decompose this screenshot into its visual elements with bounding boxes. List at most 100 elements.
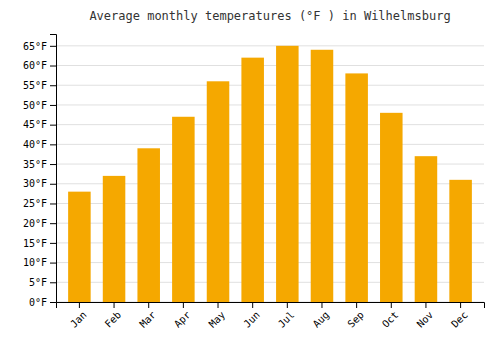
tick-mark: [50, 66, 56, 67]
tick-mark: [287, 302, 288, 308]
tick-mark: [218, 302, 219, 308]
tick-mark: [391, 302, 392, 308]
tick-label: Jun: [241, 309, 262, 330]
bar: [241, 58, 264, 302]
tick: 30°F: [23, 178, 56, 189]
tick-mark: [50, 105, 56, 106]
tick-label: Jan: [68, 309, 89, 330]
tick-label: May: [207, 309, 228, 330]
tick-label: 30°F: [23, 178, 47, 189]
tick-mark: [50, 243, 56, 244]
tick-mark: [50, 223, 56, 224]
tick-mark: [50, 125, 56, 126]
tick-mark: [321, 302, 322, 308]
tick-label: 0°F: [29, 297, 47, 308]
tick: Jul: [276, 302, 297, 330]
tick-label: Mar: [137, 309, 158, 330]
tick: 40°F: [23, 139, 56, 150]
grid-line: [56, 144, 484, 145]
tick-label: 15°F: [23, 238, 47, 249]
tick-label: Apr: [172, 309, 193, 330]
tick-mark: [148, 302, 149, 308]
tick: Oct: [380, 302, 401, 330]
tick: 45°F: [23, 119, 56, 130]
grid-line: [56, 104, 484, 105]
bar: [449, 180, 472, 302]
tick: Mar: [137, 302, 158, 330]
bar: [380, 113, 403, 302]
tick-label: 10°F: [23, 257, 47, 268]
tick: Feb: [103, 302, 124, 330]
tick: Apr: [172, 302, 193, 330]
tick-mark: [50, 164, 56, 165]
tick-mark: [50, 184, 56, 185]
tick-mark: [50, 263, 56, 264]
tick: Dec: [449, 302, 470, 330]
bar: [311, 50, 334, 302]
tick: 65°F: [23, 41, 56, 52]
tick-mark: [356, 302, 357, 308]
tick: Aug: [311, 302, 332, 330]
tick-label: Sep: [345, 309, 366, 330]
tick: Nov: [415, 302, 436, 330]
tick-label: Nov: [415, 309, 436, 330]
bar: [345, 73, 368, 302]
bars: [68, 46, 472, 302]
tick: 25°F: [23, 198, 56, 209]
bar: [207, 81, 230, 302]
x-axis: Jan Feb Mar Apr May Jun Jul Aug Sep Oct Nov Dec: [57, 302, 485, 330]
tick: 50°F: [23, 100, 56, 111]
tick-label: Jul: [276, 309, 297, 330]
grid-line: [56, 85, 484, 86]
tick: 20°F: [23, 218, 56, 229]
axis-line: [50, 35, 57, 303]
bar: [103, 176, 126, 302]
tick: 0°F: [29, 297, 56, 308]
tick-mark: [425, 302, 426, 308]
tick-mark: [50, 302, 56, 303]
bar: [68, 192, 91, 302]
grid-line: [56, 65, 484, 66]
tick-label: 40°F: [23, 139, 47, 150]
tick-label: Feb: [103, 309, 124, 330]
tick-label: 55°F: [23, 80, 47, 91]
tick: 55°F: [23, 80, 56, 91]
tick-label: Oct: [380, 309, 401, 330]
tick-mark: [183, 302, 184, 308]
tick-mark: [50, 144, 56, 145]
grid-line: [56, 124, 484, 125]
tick: Jan: [68, 302, 89, 330]
tick-mark: [114, 302, 115, 308]
tick-mark: [252, 302, 253, 308]
tick: 15°F: [23, 238, 56, 249]
grid-line: [56, 45, 484, 46]
y-axis: 0°F5°F10°F15°F20°F25°F30°F35°F40°F45°F50…: [23, 35, 57, 308]
tick-label: 25°F: [23, 198, 47, 209]
tick: 35°F: [23, 159, 56, 170]
tick-mark: [50, 282, 56, 283]
tick-mark: [460, 302, 461, 308]
tick-label: Aug: [311, 309, 332, 330]
tick-mark: [50, 46, 56, 47]
tick: Sep: [345, 302, 366, 330]
tick-mark: [50, 203, 56, 204]
title: Average monthly temperatures (°F ) in Wi…: [89, 9, 450, 23]
plot: 0°F5°F10°F15°F20°F25°F30°F35°F40°F45°F50…: [23, 35, 485, 330]
tick: 60°F: [23, 60, 56, 71]
bar: [137, 148, 160, 302]
tick-mark: [79, 302, 80, 308]
tick-label: Dec: [449, 309, 470, 330]
bar: [276, 46, 299, 302]
tick-label: 45°F: [23, 119, 47, 130]
bar: [172, 117, 195, 302]
tick: May: [207, 302, 228, 330]
tick-label: 35°F: [23, 159, 47, 170]
tick-label: 50°F: [23, 100, 47, 111]
chart: 0°F5°F10°F15°F20°F25°F30°F35°F40°F45°F50…: [0, 0, 500, 350]
bar: [415, 156, 438, 302]
tick: Jun: [241, 302, 262, 330]
tick: 10°F: [23, 257, 56, 268]
tick-label: 65°F: [23, 41, 47, 52]
tick-label: 20°F: [23, 218, 47, 229]
tick-label: 60°F: [23, 60, 47, 71]
